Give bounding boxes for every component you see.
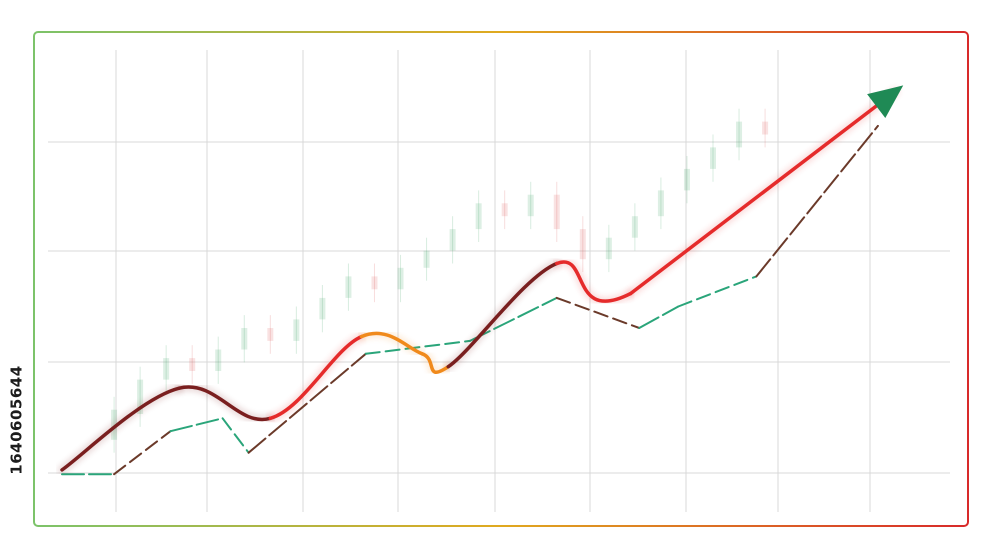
candle-body-24 xyxy=(736,121,743,148)
main-glow-2 xyxy=(265,332,366,423)
candle-body-9 xyxy=(345,276,352,298)
stock-id-label: 1640605644 xyxy=(8,304,26,536)
main-series-glow xyxy=(57,87,900,475)
main-segment-4 xyxy=(420,352,451,374)
chart-frame xyxy=(33,31,969,527)
candle-body-20 xyxy=(631,216,638,238)
main-segment-5 xyxy=(446,261,559,369)
main-segment-6 xyxy=(555,260,633,303)
main-glow-6 xyxy=(552,257,636,306)
main-segment-7 xyxy=(628,89,898,296)
secondary-segment-1 xyxy=(113,430,172,476)
arrow-head-icon xyxy=(867,85,904,118)
candle-body-2 xyxy=(163,358,170,380)
main-segment-0 xyxy=(60,386,181,472)
secondary-segment-4 xyxy=(247,352,367,454)
grid-lines xyxy=(48,50,950,512)
candle-body-16 xyxy=(527,194,534,217)
secondary-segment-3 xyxy=(221,417,250,454)
arrow-head xyxy=(867,85,904,118)
candle-body-22 xyxy=(683,168,690,191)
candle-body-13 xyxy=(449,229,456,251)
candle-body-6 xyxy=(267,328,274,341)
candle-body-5 xyxy=(241,328,248,350)
secondary-segment-9 xyxy=(677,275,758,308)
dashed-series xyxy=(61,124,879,476)
main-segment-1 xyxy=(177,385,273,422)
candle-body-15 xyxy=(501,203,508,217)
candle-body-7 xyxy=(293,319,300,341)
candle-body-4 xyxy=(215,349,222,371)
candle-body-19 xyxy=(605,237,612,260)
candle-body-25 xyxy=(762,121,769,135)
candle-body-8 xyxy=(319,297,326,320)
candle-body-10 xyxy=(371,276,378,290)
candlestick-series xyxy=(111,108,769,453)
candle-body-1 xyxy=(137,379,144,414)
candle-body-21 xyxy=(657,190,664,217)
main-series xyxy=(60,89,898,472)
candle-body-23 xyxy=(710,147,716,169)
candle-body-11 xyxy=(397,267,404,290)
main-segment-2 xyxy=(268,334,364,421)
main-segment-3 xyxy=(359,331,424,356)
secondary-segment-10 xyxy=(755,124,879,278)
secondary-segment-2 xyxy=(169,417,224,433)
secondary-segment-7 xyxy=(555,296,641,329)
candle-body-14 xyxy=(475,203,482,230)
candle-body-17 xyxy=(553,194,560,230)
candle-body-12 xyxy=(423,250,430,268)
candle-body-3 xyxy=(189,358,196,371)
candle-body-18 xyxy=(579,229,586,260)
stock-id-text: 1640605644 xyxy=(8,365,26,475)
secondary-segment-8 xyxy=(638,305,680,329)
